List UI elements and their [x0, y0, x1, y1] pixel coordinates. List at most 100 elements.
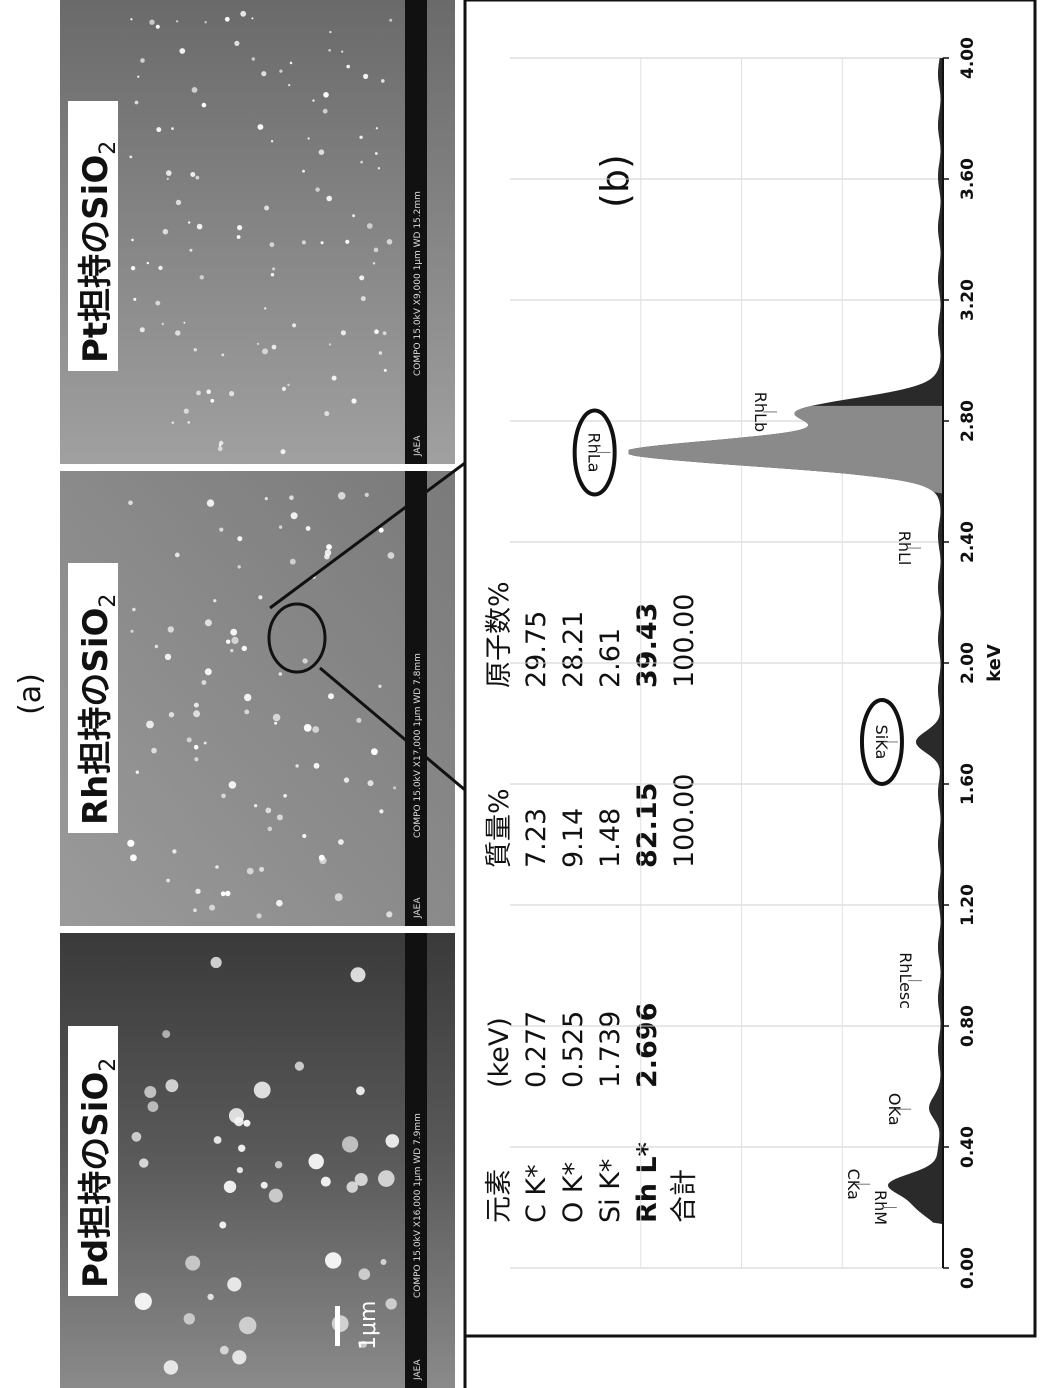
particle: [219, 1345, 229, 1355]
particle: [146, 720, 154, 729]
particle: [195, 888, 201, 894]
particle: [270, 272, 275, 277]
x-tick-label: 2.00: [958, 642, 978, 684]
particle: [195, 175, 200, 180]
particle: [307, 137, 310, 140]
label-rh: Rh担持のSiO2: [76, 594, 121, 825]
particle: [389, 18, 393, 22]
particle: [236, 1167, 243, 1174]
x-tick-label: 1.60: [958, 763, 978, 805]
particle: [366, 223, 373, 229]
panel-b-label: (b): [593, 154, 637, 208]
particle: [334, 893, 343, 902]
particle: [261, 71, 267, 77]
sem-image-rh: JAEA COMPO 15.0kV X17,000 1μm WD 7.8mm R…: [60, 471, 455, 926]
particle: [135, 770, 140, 774]
particle: [183, 408, 189, 414]
particle: [343, 777, 350, 783]
composition-table: 元素 C K* O K* Si K* Rh L* 合計 (keV) 0.277 …: [484, 581, 700, 1223]
x-tick-label: 2.80: [958, 400, 978, 442]
spectrum-peak-highlight: [628, 405, 943, 494]
particle: [218, 443, 222, 447]
particle: [154, 644, 159, 649]
particle: [338, 839, 344, 845]
table-cell-mass: 1.48: [595, 808, 626, 868]
particle: [385, 1134, 400, 1148]
particle: [175, 20, 179, 23]
particle: [318, 149, 325, 155]
table-cell-atom: 29.75: [521, 611, 552, 688]
info-bar-pd: [405, 933, 427, 1388]
particle: [189, 248, 193, 252]
svg-text:RhLb: RhLb: [751, 392, 770, 432]
particle: [320, 1176, 331, 1187]
x-axis-label: keV: [984, 644, 1005, 682]
svg-text:OKa: OKa: [885, 1093, 904, 1126]
particle: [279, 69, 283, 73]
table-cell-atom: 2.61: [595, 628, 626, 688]
particle: [360, 160, 364, 164]
particle: [193, 348, 198, 352]
particle: [302, 658, 308, 664]
particle: [373, 247, 379, 253]
particle: [221, 353, 225, 357]
particle: [156, 127, 162, 133]
particle: [378, 684, 382, 688]
x-tick-label: 4.00: [958, 37, 978, 79]
particle: [342, 1136, 359, 1153]
table-cell-kev: 0.277: [521, 1011, 552, 1088]
particle: [278, 525, 283, 529]
particle: [186, 737, 192, 743]
particle: [164, 653, 172, 661]
particle: [264, 205, 270, 211]
particle: [204, 21, 207, 24]
particle: [271, 344, 277, 350]
particle: [276, 899, 283, 907]
peak-highlight-circle: [859, 697, 904, 786]
table-cell-kev: 0.525: [558, 1011, 589, 1088]
particle: [253, 1081, 271, 1099]
particle: [354, 1173, 368, 1186]
particle: [171, 127, 174, 130]
particle: [130, 854, 137, 862]
particle: [378, 351, 383, 355]
particle: [359, 135, 363, 139]
particle: [256, 342, 260, 345]
particle: [162, 1030, 171, 1039]
table-total-atom: 100.00: [669, 594, 700, 688]
particle: [128, 500, 133, 506]
particle: [320, 241, 324, 245]
particle: [326, 544, 332, 550]
x-tick-label: 0.40: [958, 1126, 978, 1168]
particle: [272, 267, 276, 271]
particle: [185, 1255, 201, 1271]
particle: [155, 300, 161, 306]
label-box-pt: [68, 101, 118, 371]
particle: [206, 499, 215, 507]
particle: [360, 1340, 367, 1348]
particle: [323, 92, 329, 98]
particle: [147, 1101, 159, 1112]
particle: [260, 1181, 268, 1189]
particle: [134, 100, 139, 105]
table-header-element: 元素: [484, 1169, 515, 1223]
particle: [226, 639, 231, 644]
particle: [290, 512, 298, 520]
particle: [175, 199, 182, 206]
particle: [158, 265, 163, 271]
particle: [193, 710, 201, 718]
info-bar-text: COMPO 15.0kV X16,000 1μm WD 7.9mm: [413, 1113, 423, 1298]
particle: [127, 839, 135, 847]
particle: [183, 321, 186, 324]
svg-text:RhLa: RhLa: [585, 432, 604, 472]
particle: [137, 75, 140, 78]
particle: [346, 1181, 358, 1193]
table-cell-element: Rh L*: [632, 1142, 663, 1223]
particle: [313, 762, 320, 769]
particle: [166, 878, 171, 883]
particle: [134, 1292, 152, 1310]
x-tick-label: 0.80: [958, 1005, 978, 1047]
particle: [315, 187, 320, 192]
peak-label-cka: CKa: [844, 1169, 863, 1200]
particle: [352, 214, 356, 218]
